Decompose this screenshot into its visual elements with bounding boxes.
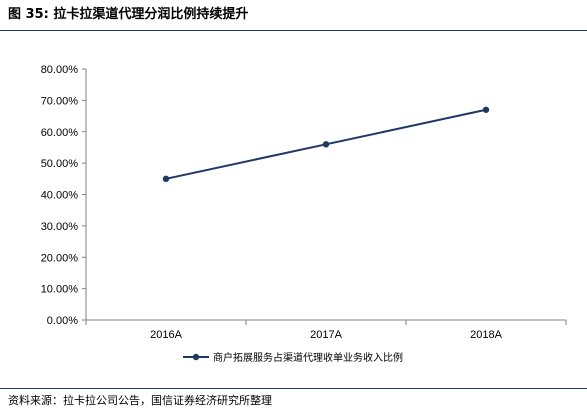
y-tick-label: 10.00% [41, 284, 79, 296]
source-note: 资料来源：拉卡拉公司公告，国信证券经济研究所整理 [8, 394, 272, 407]
data-point [482, 106, 490, 113]
y-tick-label: 80.00% [41, 64, 79, 76]
y-tick-label: 50.00% [41, 158, 79, 170]
x-axis: 2016A 2017A 2018A [85, 319, 567, 341]
x-tick-label: 2017A [310, 329, 342, 341]
y-axis: 0.00% 10.00% 20.00% 30.00% 40.00% 50.00% 60.00… [41, 64, 87, 327]
title-divider [0, 30, 587, 31]
y-tick-label: 40.00% [41, 190, 79, 202]
x-tick-label: 2016A [150, 329, 182, 341]
y-tick-label: 70.00% [41, 95, 79, 107]
y-tick-label: 0.00% [47, 315, 78, 327]
data-point [322, 141, 330, 148]
source-divider [0, 388, 587, 389]
legend: 商户拓展服务占渠道代理收单业务收入比例 [183, 351, 403, 364]
y-tick-label: 30.00% [41, 221, 79, 233]
y-tick-label: 60.00% [41, 127, 79, 139]
figure-title: 图 35: 拉卡拉渠道代理分润比例持续提升 [8, 7, 249, 22]
y-tick-label: 20.00% [41, 252, 79, 264]
data-point [162, 175, 170, 183]
legend-swatch-marker [192, 353, 200, 361]
x-tick-label: 2018A [470, 329, 502, 341]
series-layer [162, 106, 490, 183]
legend-label: 商户拓展服务占渠道代理收单业务收入比例 [213, 351, 403, 364]
